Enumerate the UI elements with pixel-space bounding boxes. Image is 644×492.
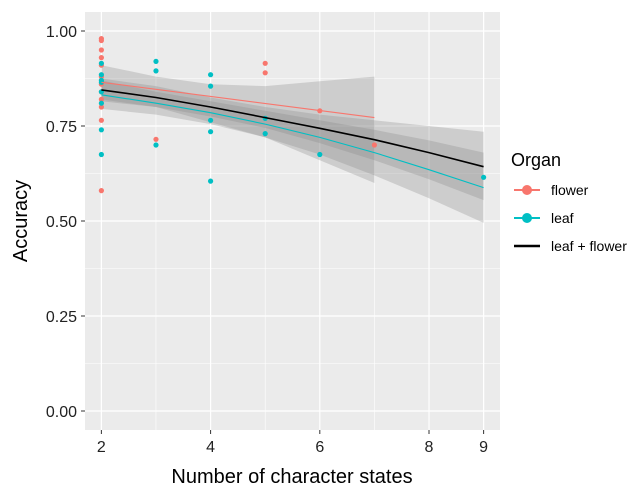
data-point	[207, 72, 214, 78]
x-axis-ticks: 2 4 6 8 9	[97, 430, 488, 456]
x-tick-label: 2	[97, 439, 106, 456]
data-point	[371, 142, 378, 148]
legend: Organ flower leaf leaf + flower	[511, 150, 627, 254]
fit-lines	[101, 81, 484, 189]
confidence-band	[101, 65, 375, 183]
confidence-band	[101, 80, 484, 223]
legend-label: flower	[551, 182, 589, 198]
y-tick-label: 0.50	[46, 214, 77, 231]
legend-key-point	[522, 213, 532, 223]
data-point	[98, 47, 104, 53]
data-point	[98, 100, 104, 106]
x-tick-label: 4	[206, 439, 215, 456]
y-tick-label: 0.75	[46, 119, 77, 136]
data-point	[262, 70, 268, 76]
y-axis-ticks: 0.00 0.25 0.50 0.75 1.00	[46, 24, 85, 421]
grid	[85, 12, 500, 430]
fit-line	[101, 94, 484, 189]
data-point	[98, 96, 104, 102]
data-points	[98, 36, 487, 194]
data-point	[153, 136, 159, 142]
x-tick-label: 6	[315, 439, 324, 456]
data-point	[317, 151, 323, 158]
x-tick-label: 8	[425, 439, 434, 456]
legend-label: leaf	[551, 210, 574, 226]
data-point	[153, 58, 159, 64]
data-point	[153, 142, 159, 148]
data-point	[98, 37, 104, 44]
fit-line	[101, 81, 375, 119]
data-point	[98, 60, 104, 66]
data-point	[207, 178, 214, 184]
data-point	[98, 117, 104, 123]
legend-label: leaf + flower	[551, 238, 627, 254]
data-point	[153, 68, 159, 74]
y-tick-label: 0.00	[46, 404, 77, 421]
y-axis-title: Accuracy	[10, 180, 32, 262]
fit-line	[101, 89, 484, 168]
data-point	[262, 60, 268, 66]
data-point	[207, 117, 214, 123]
confidence-band	[101, 78, 484, 201]
confidence-bands	[101, 65, 484, 223]
y-tick-label: 0.25	[46, 309, 77, 326]
data-point	[98, 55, 104, 61]
data-point	[262, 131, 268, 137]
x-axis-title: Number of character states	[171, 466, 412, 488]
data-point	[481, 174, 487, 180]
data-point	[98, 188, 104, 194]
data-point	[98, 104, 104, 110]
data-point	[98, 79, 104, 85]
legend-key-point	[522, 185, 532, 195]
data-point	[207, 83, 214, 89]
data-point	[98, 151, 104, 158]
data-point	[98, 127, 104, 133]
data-point	[98, 72, 104, 78]
y-tick-label: 1.00	[46, 24, 77, 41]
data-point	[207, 129, 214, 135]
legend-title: Organ	[511, 150, 561, 170]
x-tick-label: 9	[479, 439, 488, 456]
